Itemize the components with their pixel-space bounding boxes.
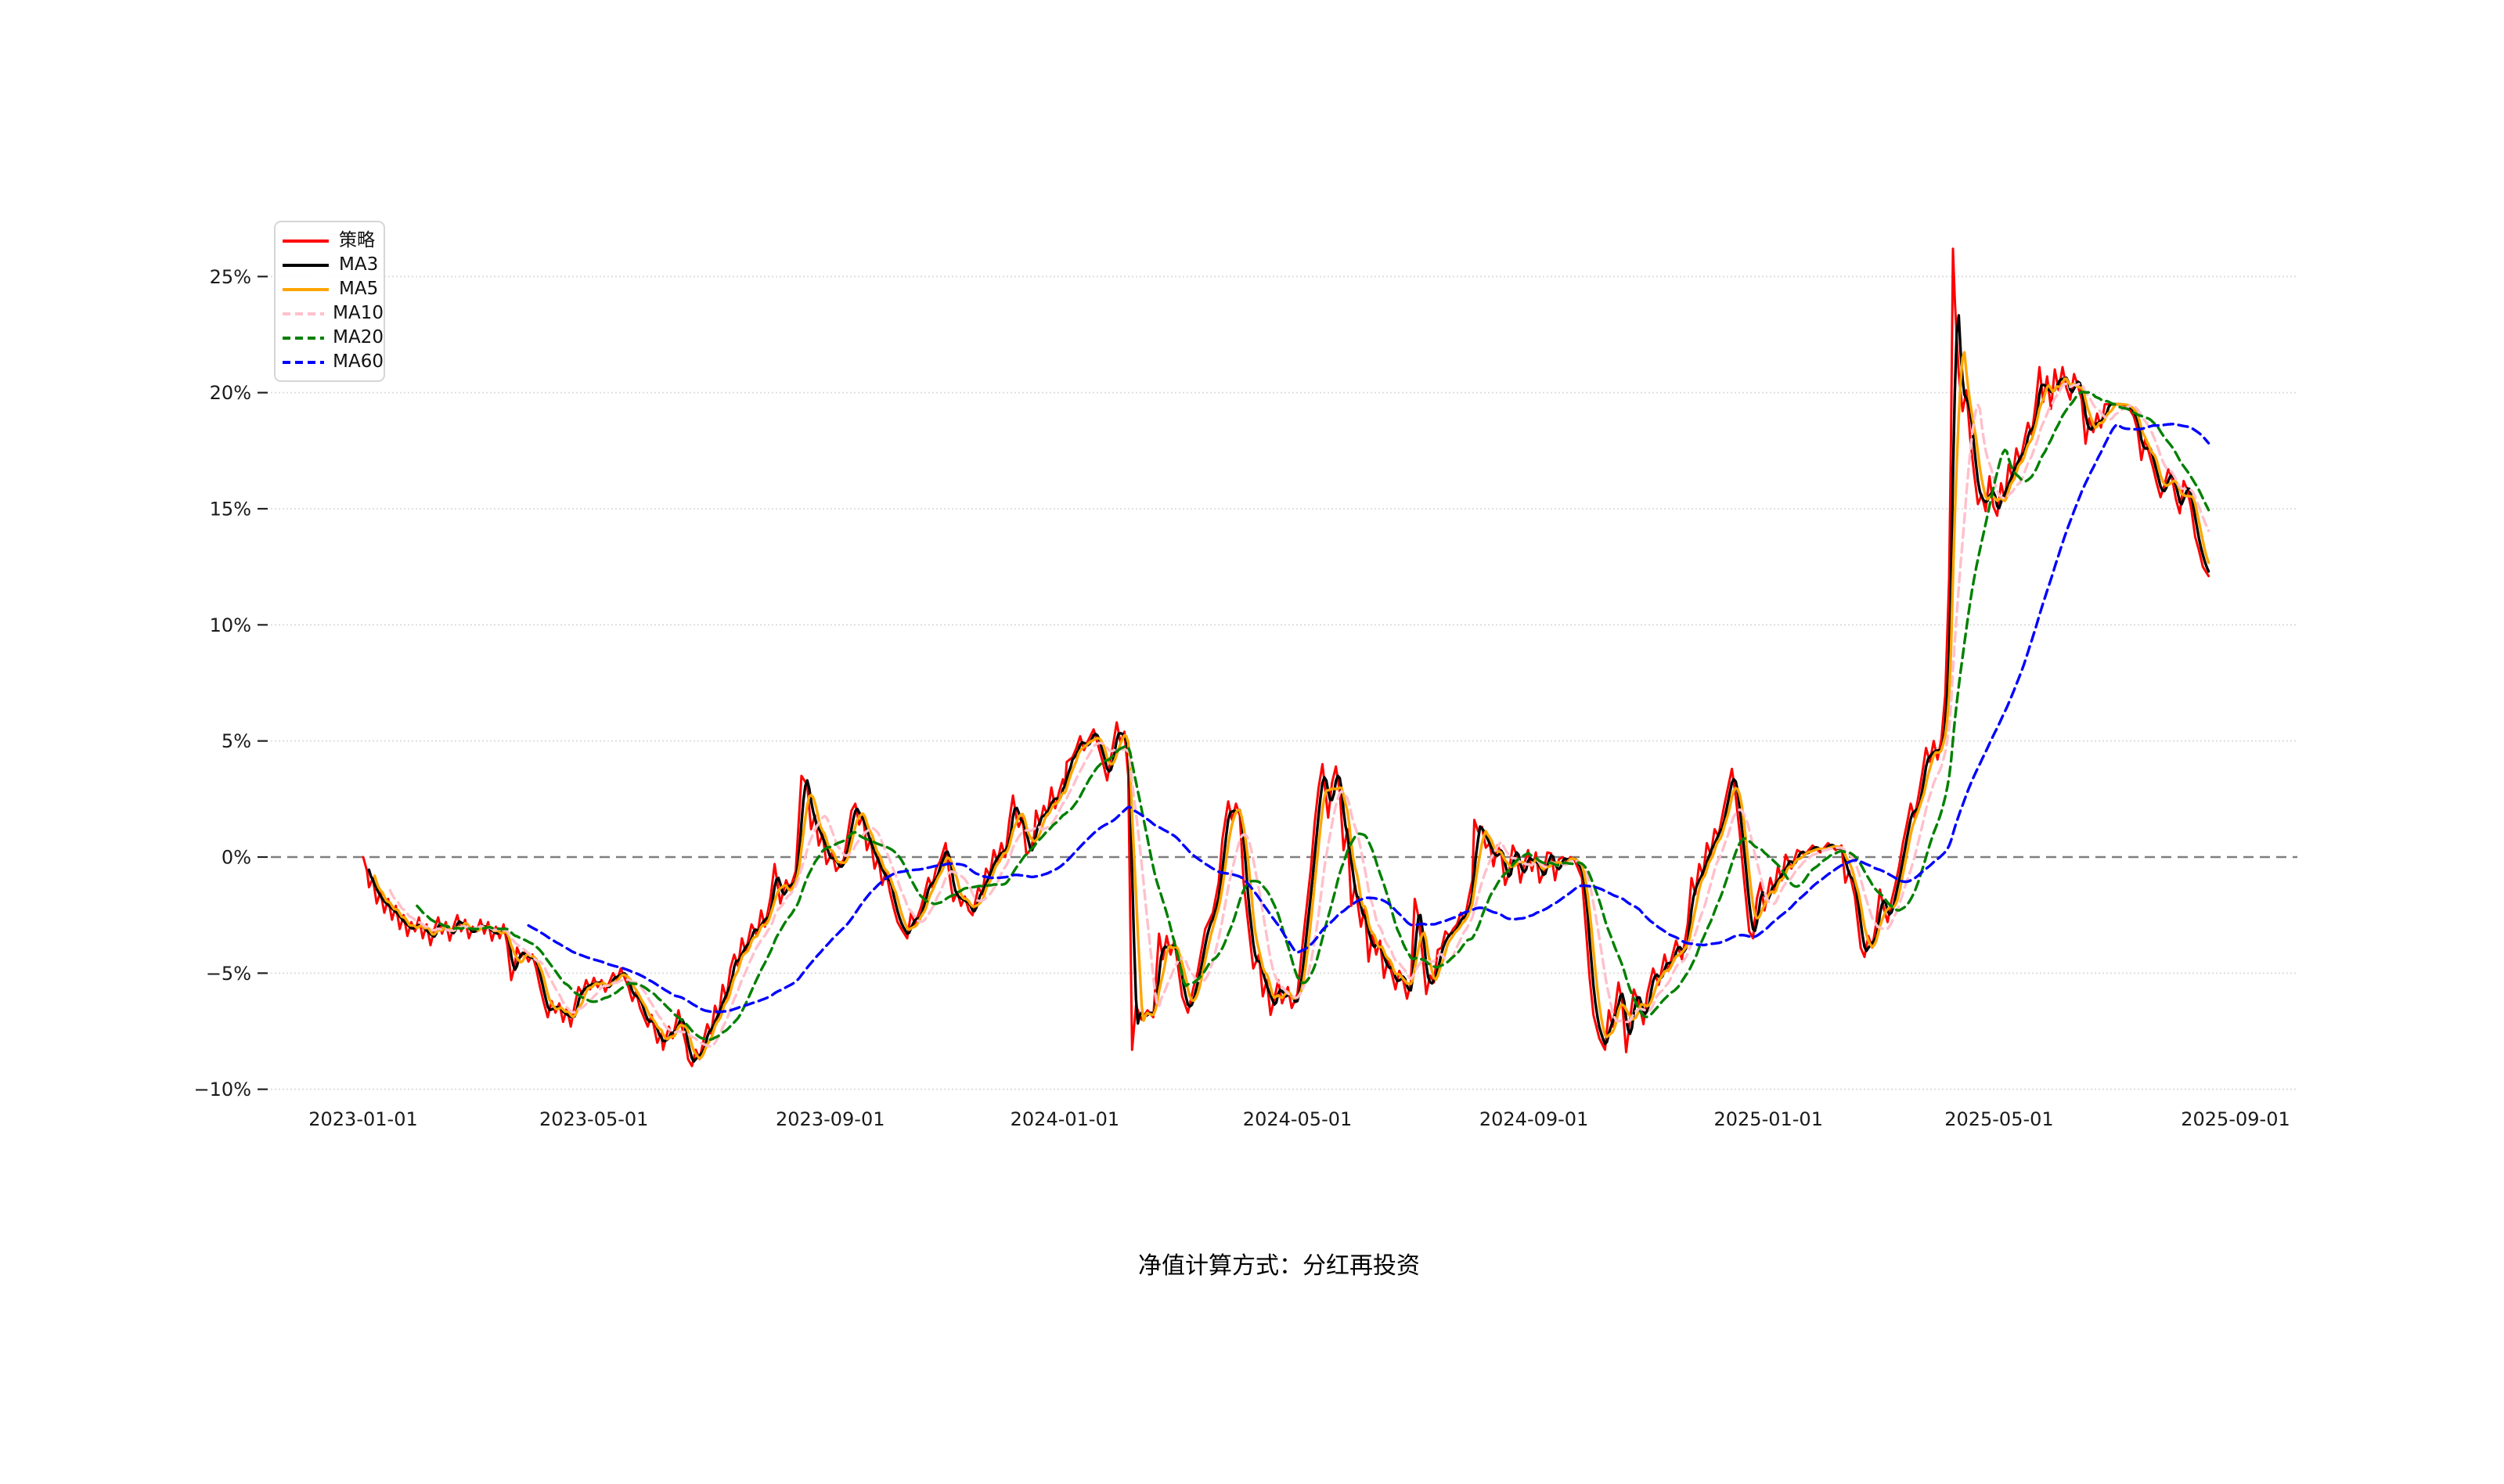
legend-item-ma3: MA3 — [281, 256, 384, 274]
x-tick-label: 2023-01-01 — [308, 1108, 417, 1130]
x-tick-label: 2025-05-01 — [1944, 1108, 2053, 1130]
legend-label-ma3: MA3 — [339, 254, 379, 275]
legend: 策略 MA3 MA5 MA10 MA20 MA60 — [274, 221, 385, 382]
legend-item-ma10: MA10 — [281, 304, 384, 322]
legend-label-ma20: MA20 — [333, 327, 384, 348]
x-tick-label: 2024-05-01 — [1243, 1108, 1352, 1130]
legend-line-sample-ma20 — [283, 336, 325, 340]
legend-line-sample-ma60 — [283, 360, 325, 364]
series-ma60 — [527, 423, 2210, 1014]
x-tick-label: 2023-09-01 — [776, 1108, 885, 1130]
y-tick-label: 25% — [210, 266, 251, 288]
x-tick-label: 2025-01-01 — [1713, 1108, 1822, 1130]
legend-line-sample-strategy — [283, 239, 329, 243]
legend-item-strategy: 策略 — [281, 232, 384, 250]
y-tick-label: −5% — [206, 963, 251, 985]
legend-item-ma60: MA60 — [281, 353, 384, 371]
series-ma5 — [373, 351, 2210, 1061]
legend-line-sample-ma10 — [283, 312, 325, 315]
series-ma10 — [388, 382, 2210, 1049]
legend-line-sample-ma3 — [283, 263, 329, 267]
y-tick-label: 10% — [210, 614, 251, 636]
legend-label-strategy: 策略 — [339, 230, 375, 250]
x-tick-label: 2024-09-01 — [1479, 1108, 1588, 1130]
y-tick-label: 15% — [210, 498, 251, 520]
legend-label-ma5: MA5 — [339, 279, 379, 299]
y-tick-label: 0% — [222, 847, 251, 869]
y-tick-label: 20% — [210, 382, 251, 404]
legend-label-ma10: MA10 — [333, 303, 384, 323]
legend-label-ma60: MA60 — [333, 351, 384, 372]
y-tick-label: −10% — [194, 1079, 251, 1100]
x-tick-label: 2024-01-01 — [1011, 1108, 1119, 1130]
legend-item-ma5: MA5 — [281, 280, 384, 298]
y-tick-label: 5% — [222, 730, 251, 752]
legend-item-ma20: MA20 — [281, 329, 384, 347]
x-tick-label: 2023-05-01 — [539, 1108, 648, 1130]
x-tick-label: 2025-09-01 — [2181, 1108, 2290, 1130]
series-ma20 — [416, 391, 2210, 1041]
legend-line-sample-ma5 — [283, 287, 329, 291]
chart-footnote: 净值计算方式：分红再投资 — [1138, 1252, 1420, 1280]
